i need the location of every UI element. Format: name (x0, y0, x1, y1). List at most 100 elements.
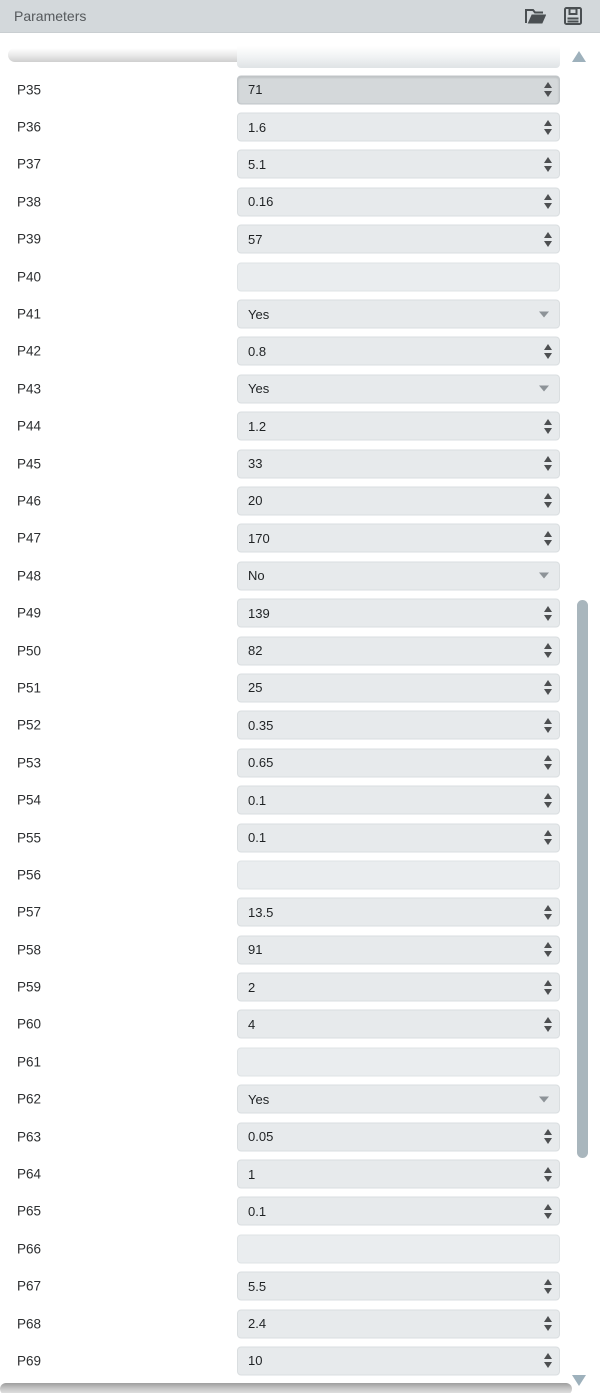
spinner-down-icon[interactable] (544, 539, 552, 546)
parameter-spinner-input[interactable]: 0.16 (237, 187, 560, 217)
spinner-down-icon[interactable] (544, 1325, 552, 1332)
spinner-down-icon[interactable] (544, 165, 552, 172)
spinner-up-icon[interactable] (544, 194, 552, 201)
parameter-spinner-input[interactable]: 20 (237, 486, 560, 516)
scrollbar-thumb[interactable] (577, 600, 588, 1158)
parameter-spinner-input[interactable]: 71 (237, 75, 560, 105)
spinner-up-icon[interactable] (544, 1316, 552, 1323)
spinner-up-icon[interactable] (544, 231, 552, 238)
spinner-up-icon[interactable] (544, 1203, 552, 1210)
parameter-spinner-input[interactable]: 91 (237, 935, 560, 965)
parameter-select[interactable]: No (237, 561, 560, 591)
parameter-spinner-input[interactable]: 5.1 (237, 149, 560, 179)
spinner-up-icon[interactable] (544, 1353, 552, 1360)
save-icon[interactable] (562, 6, 584, 26)
open-file-icon[interactable] (524, 6, 546, 26)
spinner-up-icon[interactable] (544, 643, 552, 650)
spinner-up-icon[interactable] (544, 456, 552, 463)
parameter-row: P64 1 (0, 1155, 600, 1192)
spinner-up-icon[interactable] (544, 717, 552, 724)
parameter-spinner-input[interactable]: 25 (237, 673, 560, 703)
parameter-spinner-input[interactable]: 4 (237, 1009, 560, 1039)
parameter-spinner-input[interactable]: 0.1 (237, 785, 560, 815)
spinner-up-icon[interactable] (544, 605, 552, 612)
spinner-down-icon[interactable] (544, 1362, 552, 1369)
spinner-down-icon[interactable] (544, 128, 552, 135)
spinner-up-icon[interactable] (544, 156, 552, 163)
parameter-spinner-input[interactable]: 0.35 (237, 710, 560, 740)
spinner-down-icon[interactable] (544, 689, 552, 696)
spinner-down-icon[interactable] (544, 427, 552, 434)
spinner-up-icon[interactable] (544, 119, 552, 126)
spinner-up-icon[interactable] (544, 82, 552, 89)
parameter-spinner-input[interactable]: 5.5 (237, 1271, 560, 1301)
parameter-value: 57 (248, 231, 263, 247)
spinner-up-icon[interactable] (544, 830, 552, 836)
parameter-spinner-input[interactable]: 33 (237, 449, 560, 479)
spinner-down-icon[interactable] (544, 240, 552, 247)
spinner-down-icon[interactable] (544, 1025, 552, 1032)
parameter-spinner-input[interactable]: 82 (237, 636, 560, 666)
parameter-row: P53 0.65 (0, 744, 600, 781)
spinner-down-icon[interactable] (544, 1175, 552, 1182)
spinner-down-icon[interactable] (544, 801, 552, 808)
spinner-down-icon[interactable] (544, 988, 552, 995)
spinner-down-icon[interactable] (544, 203, 552, 210)
parameter-spinner-input[interactable]: 1.2 (237, 411, 560, 441)
spinner-down-icon[interactable] (544, 465, 552, 472)
spinner-up-icon[interactable] (544, 1129, 552, 1136)
spinner-up-icon[interactable] (544, 755, 552, 762)
spinner-down-icon[interactable] (544, 1287, 552, 1294)
spinner-down-icon[interactable] (544, 913, 552, 920)
parameter-spinner-input[interactable]: 1.6 (237, 112, 560, 142)
parameter-select[interactable]: Yes (237, 374, 560, 404)
spinner-down-icon[interactable] (544, 91, 552, 98)
parameter-spinner-input[interactable]: 0.1 (237, 823, 560, 852)
spinner-down-icon[interactable] (544, 726, 552, 733)
scroll-up-icon[interactable] (572, 51, 586, 62)
spinner-down-icon[interactable] (544, 1138, 552, 1145)
spinner-up-icon[interactable] (544, 530, 552, 537)
spinner-up-icon[interactable] (544, 792, 552, 799)
spinner-up-icon[interactable] (544, 680, 552, 687)
parameter-spinner-input[interactable]: 13.5 (237, 897, 560, 927)
parameter-spinner-input[interactable]: 0.8 (237, 336, 560, 366)
spinner-up-icon[interactable] (544, 1278, 552, 1285)
spinner-arrows (544, 1129, 552, 1145)
parameter-spinner-input[interactable]: 57 (237, 224, 560, 254)
parameter-spinner-input[interactable]: 2 (237, 972, 560, 1002)
parameter-spinner-input[interactable]: 0.65 (237, 748, 560, 778)
spinner-down-icon[interactable] (544, 764, 552, 771)
spinner-down-icon[interactable] (544, 1212, 552, 1219)
parameter-select[interactable]: Yes (237, 1084, 560, 1114)
spinner-down-icon[interactable] (544, 951, 552, 958)
parameter-select[interactable]: Yes (237, 299, 560, 329)
parameter-spinner-input[interactable]: 139 (237, 598, 560, 628)
spinner-up-icon[interactable] (544, 343, 552, 350)
parameter-spinner-input[interactable]: 2.4 (237, 1309, 560, 1339)
parameter-spinner-input[interactable]: 0.1 (237, 1196, 560, 1226)
spinner-up-icon[interactable] (544, 1166, 552, 1173)
spinner-up-icon[interactable] (544, 493, 552, 500)
spinner-arrows (544, 904, 552, 920)
spinner-down-icon[interactable] (544, 352, 552, 359)
parameter-text-input[interactable] (237, 860, 560, 890)
parameter-spinner-input[interactable]: 170 (237, 523, 560, 553)
spinner-up-icon[interactable] (544, 418, 552, 425)
spinner-up-icon[interactable] (544, 942, 552, 949)
parameter-label: P51 (17, 680, 42, 696)
parameter-text-input[interactable] (237, 1047, 560, 1077)
parameter-text-input[interactable] (237, 1234, 560, 1264)
spinner-up-icon[interactable] (544, 904, 552, 911)
scroll-down-icon[interactable] (572, 1375, 586, 1386)
spinner-down-icon[interactable] (544, 502, 552, 509)
spinner-down-icon[interactable] (544, 614, 552, 621)
spinner-up-icon[interactable] (544, 1016, 552, 1023)
spinner-up-icon[interactable] (544, 979, 552, 986)
parameter-spinner-input[interactable]: 0.05 (237, 1122, 560, 1152)
parameter-text-input[interactable] (237, 262, 560, 292)
spinner-down-icon[interactable] (544, 839, 552, 845)
spinner-down-icon[interactable] (544, 652, 552, 659)
parameter-spinner-input[interactable]: 1 (237, 1159, 560, 1189)
parameter-spinner-input[interactable]: 10 (237, 1346, 560, 1376)
